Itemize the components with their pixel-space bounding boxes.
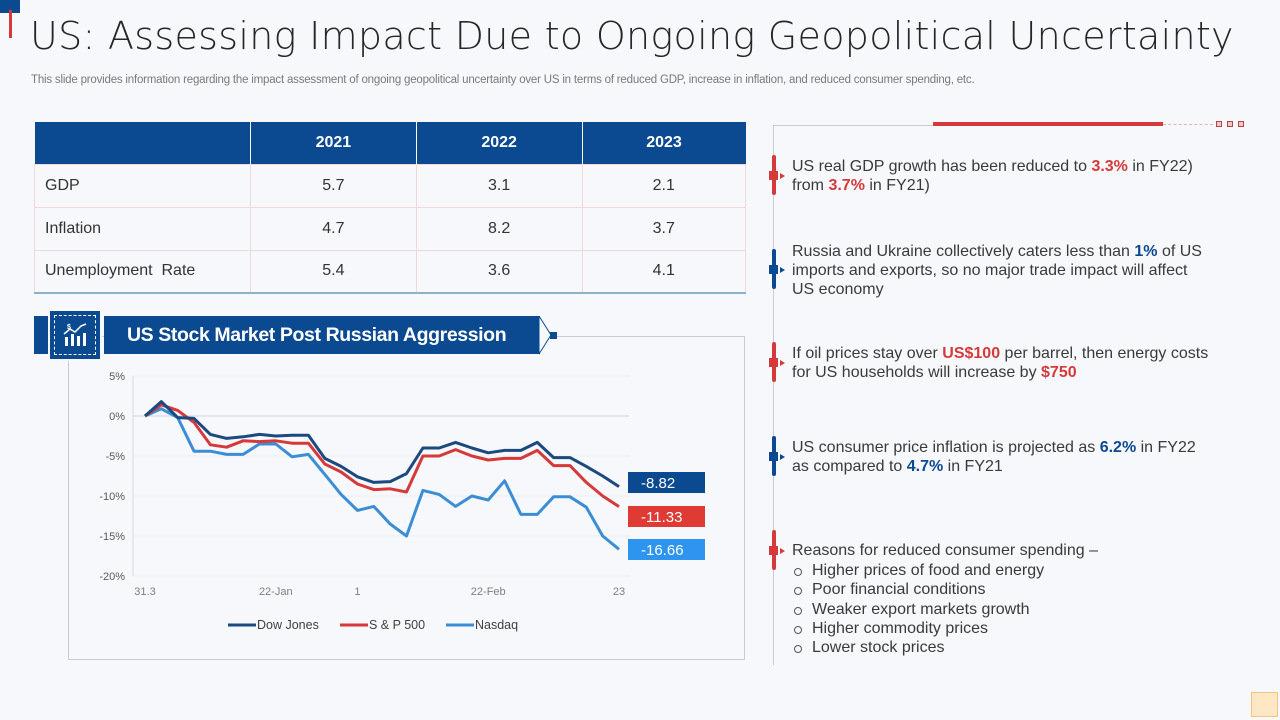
- row-label: Inflation: [34, 206, 251, 251]
- row-label: GDP: [34, 163, 251, 208]
- highlight-value: 3.3%: [1091, 158, 1128, 175]
- x-tick-label: 31.3: [134, 586, 155, 598]
- end-value-badge: [628, 506, 705, 527]
- y-tick-label: 5%: [109, 371, 125, 383]
- y-tick-label: -5%: [105, 451, 125, 463]
- list-item: Higher prices of food and energy: [792, 561, 1212, 580]
- insight-trade: Russia and Ukraine collectively caters l…: [792, 243, 1202, 298]
- row-label: Unemployment Rate: [34, 249, 251, 294]
- decor-square: [1238, 121, 1244, 127]
- end-value-label: -16.66: [628, 539, 705, 560]
- list-item: Poor financial conditions: [792, 580, 1212, 599]
- legend-item: Nasdaq: [446, 618, 518, 632]
- legend-item: Dow Jones: [228, 618, 319, 632]
- highlight-value: $750: [1041, 364, 1077, 381]
- reasons-list: Higher prices of food and energy Poor fi…: [792, 561, 1212, 657]
- decor-square: [1216, 121, 1222, 127]
- list-item: Weaker export markets growth: [792, 600, 1212, 619]
- table-cell: 3.7: [581, 206, 746, 251]
- table-row: GDP 5.7 3.1 2.1: [34, 163, 746, 208]
- end-value-text: -8.82: [641, 475, 675, 492]
- table-cell: 4.7: [250, 206, 417, 251]
- series-line-s-p-500: [144, 403, 620, 508]
- table-cell: 8.2: [415, 206, 583, 251]
- page-title: US: Assessing Impact Due to Ongoing Geop…: [30, 14, 1234, 58]
- dashed-connector: [1163, 124, 1213, 125]
- table-header-cell: [34, 122, 251, 164]
- banner-icon-box: $: [48, 309, 102, 361]
- highlight-value: US$100: [942, 345, 1001, 362]
- legend-label: Nasdaq: [475, 618, 518, 632]
- series-line-dow-jones: [144, 400, 620, 488]
- end-value-label: -8.82: [628, 472, 705, 493]
- red-accent-bar: [933, 122, 1163, 126]
- circle-bullet-icon: [794, 625, 802, 634]
- table-header-row: 2021 2022 2023: [34, 122, 746, 164]
- circle-bullet-icon: [794, 568, 802, 576]
- highlight-value: 6.2%: [1099, 439, 1137, 456]
- list-item: Higher commodity prices: [792, 619, 1212, 638]
- end-value-badge: [628, 472, 705, 493]
- sticky-note-icon[interactable]: [1251, 692, 1278, 717]
- table-cell: 2.1: [581, 163, 746, 208]
- insight-consumer-spending: Reasons for reduced consumer spending – …: [792, 541, 1212, 657]
- decor-square: [1227, 121, 1233, 127]
- y-tick-label: -15%: [99, 531, 125, 543]
- table-header-cell: 2023: [582, 122, 746, 164]
- corner-accent-red: [9, 10, 12, 38]
- chart-growth-dollar-icon: $: [63, 323, 87, 346]
- end-value-text: -16.66: [641, 542, 684, 559]
- table-cell: 3.1: [415, 163, 583, 208]
- x-tick-label: 1: [354, 586, 360, 598]
- svg-text:$: $: [67, 324, 71, 331]
- table-cell: 5.7: [250, 163, 417, 208]
- banner-arrow-connector: [539, 316, 557, 355]
- table-row: Inflation 4.7 8.2 3.7: [34, 206, 746, 251]
- highlight-value: 1%: [1134, 243, 1158, 260]
- legend-item: S & P 500: [340, 618, 425, 632]
- table-header-cell: 2021: [250, 122, 417, 164]
- stock-market-line-chart: 5% 0% -5% -10% -15% -20% 31.3 22-Jan 1 22-Feb 23 -8…: [99, 371, 705, 632]
- series-line-nasdaq: [144, 407, 620, 551]
- table-cell: 4.1: [581, 249, 746, 294]
- y-tick-label: 0%: [109, 411, 125, 423]
- frame-top-line: [773, 125, 933, 126]
- insight-oil: If oil prices stay over US$100 per barre…: [792, 345, 1209, 381]
- legend-label: Dow Jones: [257, 618, 319, 632]
- table-row: Unemployment Rate 5.4 3.6 4.1: [34, 249, 746, 294]
- circle-bullet-icon: [794, 645, 802, 654]
- banner-left-tab: [34, 316, 48, 354]
- x-tick-label: 23: [613, 586, 625, 598]
- table-header-cell: 2022: [416, 122, 583, 164]
- insight-gdp: US real GDP growth has been reduced to 3…: [792, 158, 1193, 194]
- economic-indicators-table: 2021 2022 2023 GDP 5.7 3.1 2.1 Inflation…: [34, 122, 746, 294]
- highlight-value: 4.7%: [906, 458, 944, 475]
- timeline-vertical-line: [773, 125, 774, 665]
- circle-bullet-icon: [794, 587, 802, 596]
- chart-section-title: US Stock Market Post Russian Aggression: [104, 316, 540, 354]
- end-value-badge: [628, 539, 705, 560]
- insight-heading: Reasons for reduced consumer spending –: [792, 542, 1098, 559]
- x-tick-label: 22-Jan: [259, 586, 293, 598]
- y-tick-label: -20%: [99, 571, 125, 583]
- x-tick-label: 22-Feb: [471, 586, 506, 598]
- table-cell: 3.6: [415, 249, 583, 294]
- corner-accent-blue: [0, 0, 20, 13]
- table-cell: 5.4: [250, 249, 417, 294]
- insight-inflation: US consumer price inflation is projected…: [792, 439, 1196, 475]
- y-tick-label: -10%: [99, 491, 125, 503]
- page-subtitle: This slide provides information regardin…: [31, 74, 975, 86]
- end-value-text: -11.33: [641, 509, 682, 526]
- list-item: Lower stock prices: [792, 638, 1212, 657]
- legend-label: S & P 500: [369, 618, 425, 632]
- chart-panel: [68, 336, 745, 660]
- end-value-label: -11.33: [628, 506, 705, 527]
- circle-bullet-icon: [794, 606, 802, 615]
- highlight-value: 3.7%: [828, 177, 865, 194]
